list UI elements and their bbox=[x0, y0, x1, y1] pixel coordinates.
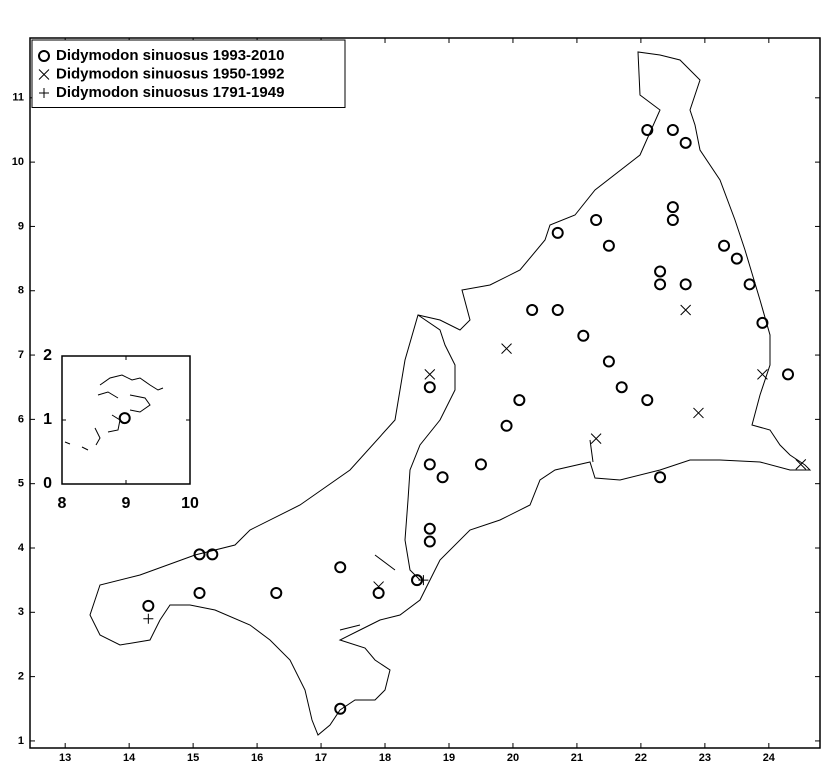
legend-label: Didymodon sinuosus 1791-1949 bbox=[56, 84, 284, 101]
point bbox=[142, 599, 155, 612]
y-tick-label: 6 bbox=[18, 413, 24, 425]
point bbox=[526, 304, 539, 317]
legend-marker bbox=[38, 50, 50, 62]
y-tick-label: 0 bbox=[43, 475, 52, 492]
point bbox=[680, 304, 692, 316]
point bbox=[679, 278, 692, 291]
point bbox=[513, 394, 526, 407]
point bbox=[143, 613, 154, 624]
point bbox=[423, 522, 436, 535]
point bbox=[334, 561, 347, 574]
point bbox=[641, 123, 654, 136]
legend-marker bbox=[38, 69, 50, 80]
point bbox=[193, 587, 206, 600]
x-tick-label: 21 bbox=[571, 752, 583, 764]
point bbox=[679, 136, 692, 149]
point bbox=[666, 201, 679, 214]
point bbox=[206, 548, 219, 561]
y-tick-label: 3 bbox=[18, 606, 24, 618]
inset-islands bbox=[64, 374, 164, 451]
point bbox=[641, 394, 654, 407]
point bbox=[693, 407, 704, 419]
y-tick-label: 5 bbox=[18, 478, 24, 490]
x-tick-label: 19 bbox=[443, 752, 455, 764]
point bbox=[718, 239, 731, 252]
point bbox=[602, 239, 615, 252]
point bbox=[373, 581, 384, 592]
plot-frame bbox=[29, 37, 821, 749]
y-tick-label: 2 bbox=[43, 347, 52, 364]
y-tick-label: 7 bbox=[18, 349, 24, 361]
x-tick-label: 15 bbox=[187, 752, 199, 764]
point bbox=[474, 458, 487, 471]
y-tick-label: 1 bbox=[43, 411, 52, 428]
point bbox=[782, 368, 795, 381]
x-tick-label: 16 bbox=[251, 752, 263, 764]
point bbox=[577, 329, 590, 342]
point bbox=[500, 419, 513, 432]
x-tick-label: 23 bbox=[699, 752, 711, 764]
legend-marker bbox=[39, 88, 49, 98]
y-tick-label: 9 bbox=[18, 220, 24, 232]
point bbox=[372, 587, 385, 600]
point bbox=[756, 316, 769, 329]
y-tick-label: 4 bbox=[18, 542, 25, 554]
point bbox=[654, 278, 667, 291]
point bbox=[270, 587, 283, 600]
x-tick-label: 17 bbox=[315, 752, 327, 764]
point bbox=[436, 471, 449, 484]
point bbox=[193, 548, 206, 561]
point bbox=[743, 278, 756, 291]
x-tick-label: 18 bbox=[379, 752, 391, 764]
y-tick-label: 1 bbox=[18, 735, 24, 747]
point bbox=[590, 433, 602, 445]
y-tick-label: 10 bbox=[12, 156, 24, 168]
x-tick-label: 20 bbox=[507, 752, 519, 764]
x-tick-label: 22 bbox=[635, 752, 647, 764]
point bbox=[795, 459, 807, 470]
legend-label: Didymodon sinuosus 1950-1992 bbox=[56, 65, 284, 82]
y-tick-label: 11 bbox=[12, 92, 24, 104]
point bbox=[615, 381, 628, 394]
estuary-outline bbox=[339, 314, 594, 631]
point bbox=[666, 123, 679, 136]
x-tick-label: 9 bbox=[122, 495, 131, 512]
x-tick-label: 10 bbox=[181, 495, 199, 512]
point bbox=[730, 252, 743, 265]
point bbox=[334, 702, 347, 715]
coast-outline bbox=[89, 51, 812, 736]
x-tick-label: 14 bbox=[123, 752, 136, 764]
point bbox=[602, 355, 615, 368]
point bbox=[590, 214, 603, 227]
point bbox=[418, 575, 429, 586]
point bbox=[501, 343, 512, 354]
point bbox=[118, 412, 131, 425]
point bbox=[551, 226, 564, 239]
point bbox=[654, 265, 667, 278]
point bbox=[551, 304, 564, 317]
x-tick-label: 13 bbox=[59, 752, 71, 764]
point bbox=[423, 381, 436, 394]
x-tick-label: 8 bbox=[58, 495, 67, 512]
point bbox=[654, 471, 667, 484]
point bbox=[423, 535, 436, 548]
point bbox=[424, 368, 436, 380]
legend-label: Didymodon sinuosus 1993-2010 bbox=[56, 47, 284, 64]
point bbox=[757, 368, 768, 380]
legend-box bbox=[31, 39, 346, 108]
point bbox=[666, 214, 679, 227]
point bbox=[423, 458, 436, 471]
y-tick-label: 2 bbox=[18, 671, 24, 683]
y-tick-label: 8 bbox=[18, 285, 24, 297]
x-tick-label: 24 bbox=[763, 752, 776, 764]
